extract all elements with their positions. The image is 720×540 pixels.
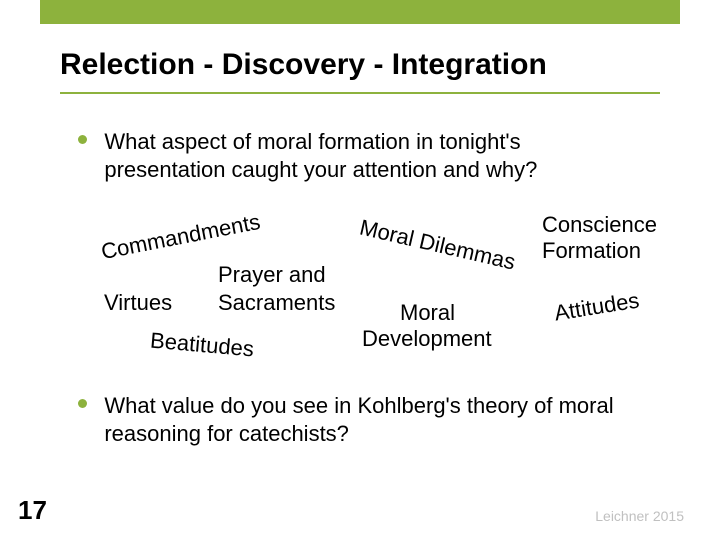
scatter-commandments: Commandments: [99, 209, 262, 265]
slide: Relection - Discovery - Integration What…: [0, 0, 720, 540]
scatter-moral-dev-l2: Development: [362, 326, 492, 352]
slide-title: Relection - Discovery - Integration: [60, 48, 660, 82]
attribution: Leichner 2015: [595, 508, 684, 524]
scatter-conscience-l2: Formation: [542, 238, 641, 264]
bullet-dot-icon: [78, 135, 87, 144]
bullet-1-text: What aspect of moral formation in tonigh…: [104, 128, 644, 183]
bullet-2-text: What value do you see in Kohlberg's theo…: [104, 392, 644, 447]
scatter-prayer-l1: Prayer and: [218, 262, 326, 288]
bullet-2: What value do you see in Kohlberg's theo…: [78, 392, 644, 447]
scatter-attitudes: Attitudes: [552, 287, 641, 326]
scatter-virtues: Virtues: [104, 290, 172, 316]
accent-bar: [40, 0, 680, 24]
scatter-moral-dilemmas: Moral Dilemmas: [357, 214, 518, 275]
bullet-dot-icon: [78, 399, 87, 408]
scatter-beatitudes: Beatitudes: [149, 328, 255, 363]
scatter-conscience-l1: Conscience: [542, 212, 657, 238]
slide-number: 17: [18, 495, 47, 526]
scatter-prayer-l2: Sacraments: [218, 290, 335, 316]
scatter-moral-dev-l1: Moral: [400, 300, 455, 326]
title-underline: [60, 92, 660, 94]
bullet-1: What aspect of moral formation in tonigh…: [78, 128, 644, 183]
